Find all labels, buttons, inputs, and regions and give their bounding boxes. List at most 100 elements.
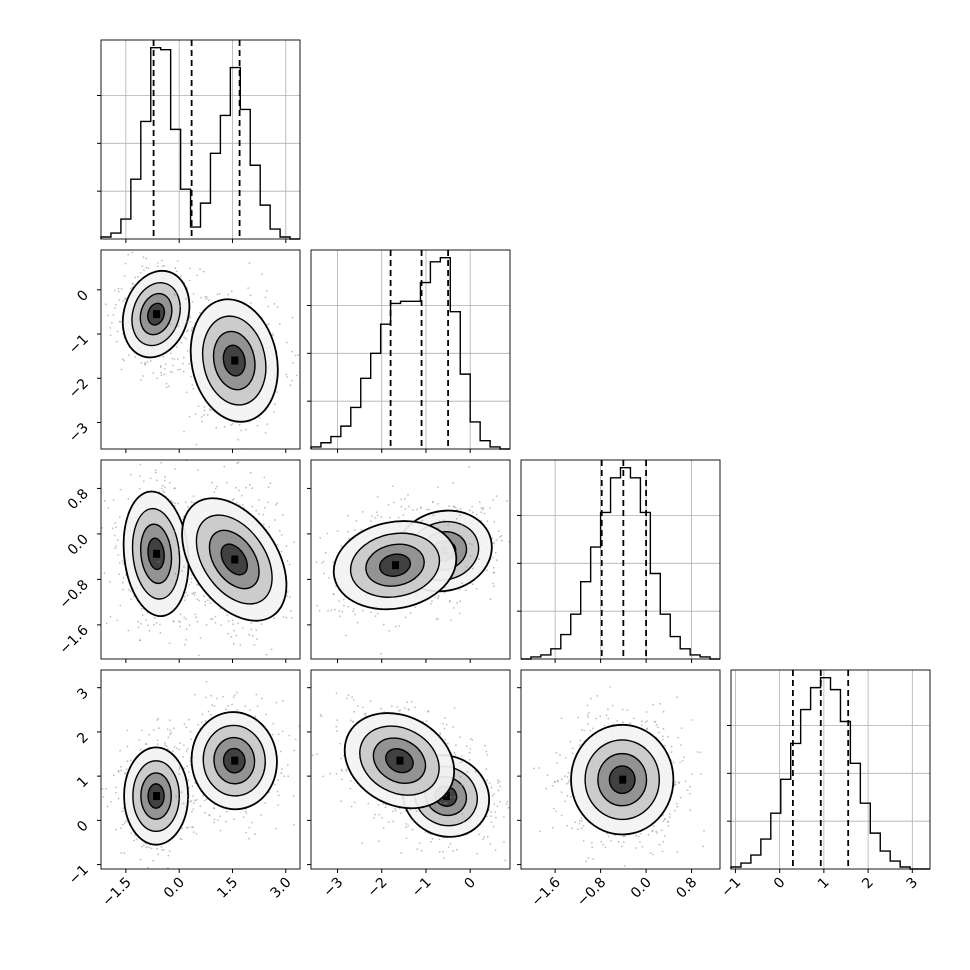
scatter-point xyxy=(142,844,145,847)
scatter-point xyxy=(384,806,387,809)
scatter-point xyxy=(148,846,150,849)
scatter-point xyxy=(495,495,498,497)
scatter-point xyxy=(432,514,435,517)
scatter-point xyxy=(205,623,208,626)
scatter-point xyxy=(288,563,291,566)
panel-content xyxy=(101,680,300,869)
scatter-point xyxy=(235,634,238,637)
scatter-point xyxy=(392,501,395,504)
scatter-point xyxy=(180,791,183,794)
scatter-point xyxy=(330,609,333,612)
scatter-point xyxy=(227,704,230,707)
scatter-point xyxy=(143,269,145,272)
scatter-point xyxy=(121,823,124,826)
scatter-point xyxy=(447,846,450,848)
scatter-point xyxy=(167,748,169,750)
scatter-point xyxy=(183,430,185,433)
scatter-point xyxy=(197,723,200,726)
scatter-point xyxy=(122,581,124,584)
scatter-point xyxy=(253,644,256,646)
scatter-point xyxy=(505,803,508,805)
scatter-point xyxy=(162,484,164,487)
scatter-point xyxy=(124,262,127,265)
scatter-point xyxy=(172,620,175,623)
scatter-point xyxy=(517,836,519,838)
scatter-point xyxy=(159,632,162,634)
histogram-steps xyxy=(100,46,300,240)
scatter-point xyxy=(113,774,115,777)
scatter-point xyxy=(165,745,168,748)
scatter-point xyxy=(491,556,494,559)
scatter-point xyxy=(164,486,166,488)
scatter-point xyxy=(216,697,218,700)
scatter-point xyxy=(486,779,489,781)
scatter-point xyxy=(279,750,282,753)
scatter-point xyxy=(443,857,445,859)
scatter-point xyxy=(192,802,195,805)
scatter-point xyxy=(251,487,254,490)
scatter-point xyxy=(205,680,208,683)
scatter-point xyxy=(263,476,266,479)
scatter-point xyxy=(219,829,222,832)
panel-frame xyxy=(730,669,931,870)
scatter-point xyxy=(169,352,172,355)
scatter-point xyxy=(349,780,352,782)
scatter-point xyxy=(290,379,293,382)
scatter-point xyxy=(282,615,285,618)
scatter-point xyxy=(210,713,212,716)
scatter-point xyxy=(189,267,192,270)
scatter-point xyxy=(160,487,163,490)
scatter-point xyxy=(189,316,192,319)
scatter-point xyxy=(475,513,478,516)
scatter-point xyxy=(282,514,284,516)
scatter-point xyxy=(145,257,148,260)
scatter-point xyxy=(443,591,446,594)
scatter-point xyxy=(192,293,195,295)
scatter-point xyxy=(347,694,350,697)
scatter-point xyxy=(458,551,461,554)
scatter-point xyxy=(482,506,484,509)
scatter-point xyxy=(230,636,233,638)
scatter-point xyxy=(208,408,211,411)
scatter-point xyxy=(455,517,458,520)
scatter-point xyxy=(405,823,408,825)
scatter-point xyxy=(156,847,159,850)
scatter-point xyxy=(158,727,160,730)
scatter-point xyxy=(185,322,187,325)
scatter-point xyxy=(191,301,194,303)
scatter-point xyxy=(265,653,268,656)
scatter-point xyxy=(435,618,438,621)
scatter-point xyxy=(178,773,181,775)
scatter-point xyxy=(192,592,195,594)
scatter-point xyxy=(166,728,169,731)
scatter-point xyxy=(183,336,186,339)
scatter-point xyxy=(258,499,260,502)
scatter-point xyxy=(178,768,181,770)
scatter-point xyxy=(188,771,190,773)
scatter-point xyxy=(116,619,119,622)
scatter-point xyxy=(493,541,496,544)
scatter-point xyxy=(275,503,277,506)
scatter-point xyxy=(205,298,208,300)
scatter-point xyxy=(495,816,497,819)
pair-panel-1-2 xyxy=(307,459,511,663)
scatter-point xyxy=(141,265,144,268)
scatter-point xyxy=(231,703,233,706)
scatter-point xyxy=(486,520,489,523)
scatter-point xyxy=(499,785,501,788)
scatter-point xyxy=(142,256,145,259)
scatter-point xyxy=(192,495,195,497)
scatter-point xyxy=(286,560,289,563)
scatter-point xyxy=(139,463,142,466)
scatter-point xyxy=(101,527,103,529)
scatter-point xyxy=(183,599,186,602)
scatter-point xyxy=(162,849,165,851)
pair-panel-0-1 xyxy=(97,249,301,453)
scatter-point xyxy=(111,321,113,324)
scatter-point xyxy=(188,279,191,282)
scatter-point xyxy=(137,626,140,629)
scatter-point xyxy=(458,541,461,543)
scatter-point xyxy=(174,487,176,490)
scatter-point xyxy=(459,508,462,510)
scatter-point xyxy=(157,717,160,720)
